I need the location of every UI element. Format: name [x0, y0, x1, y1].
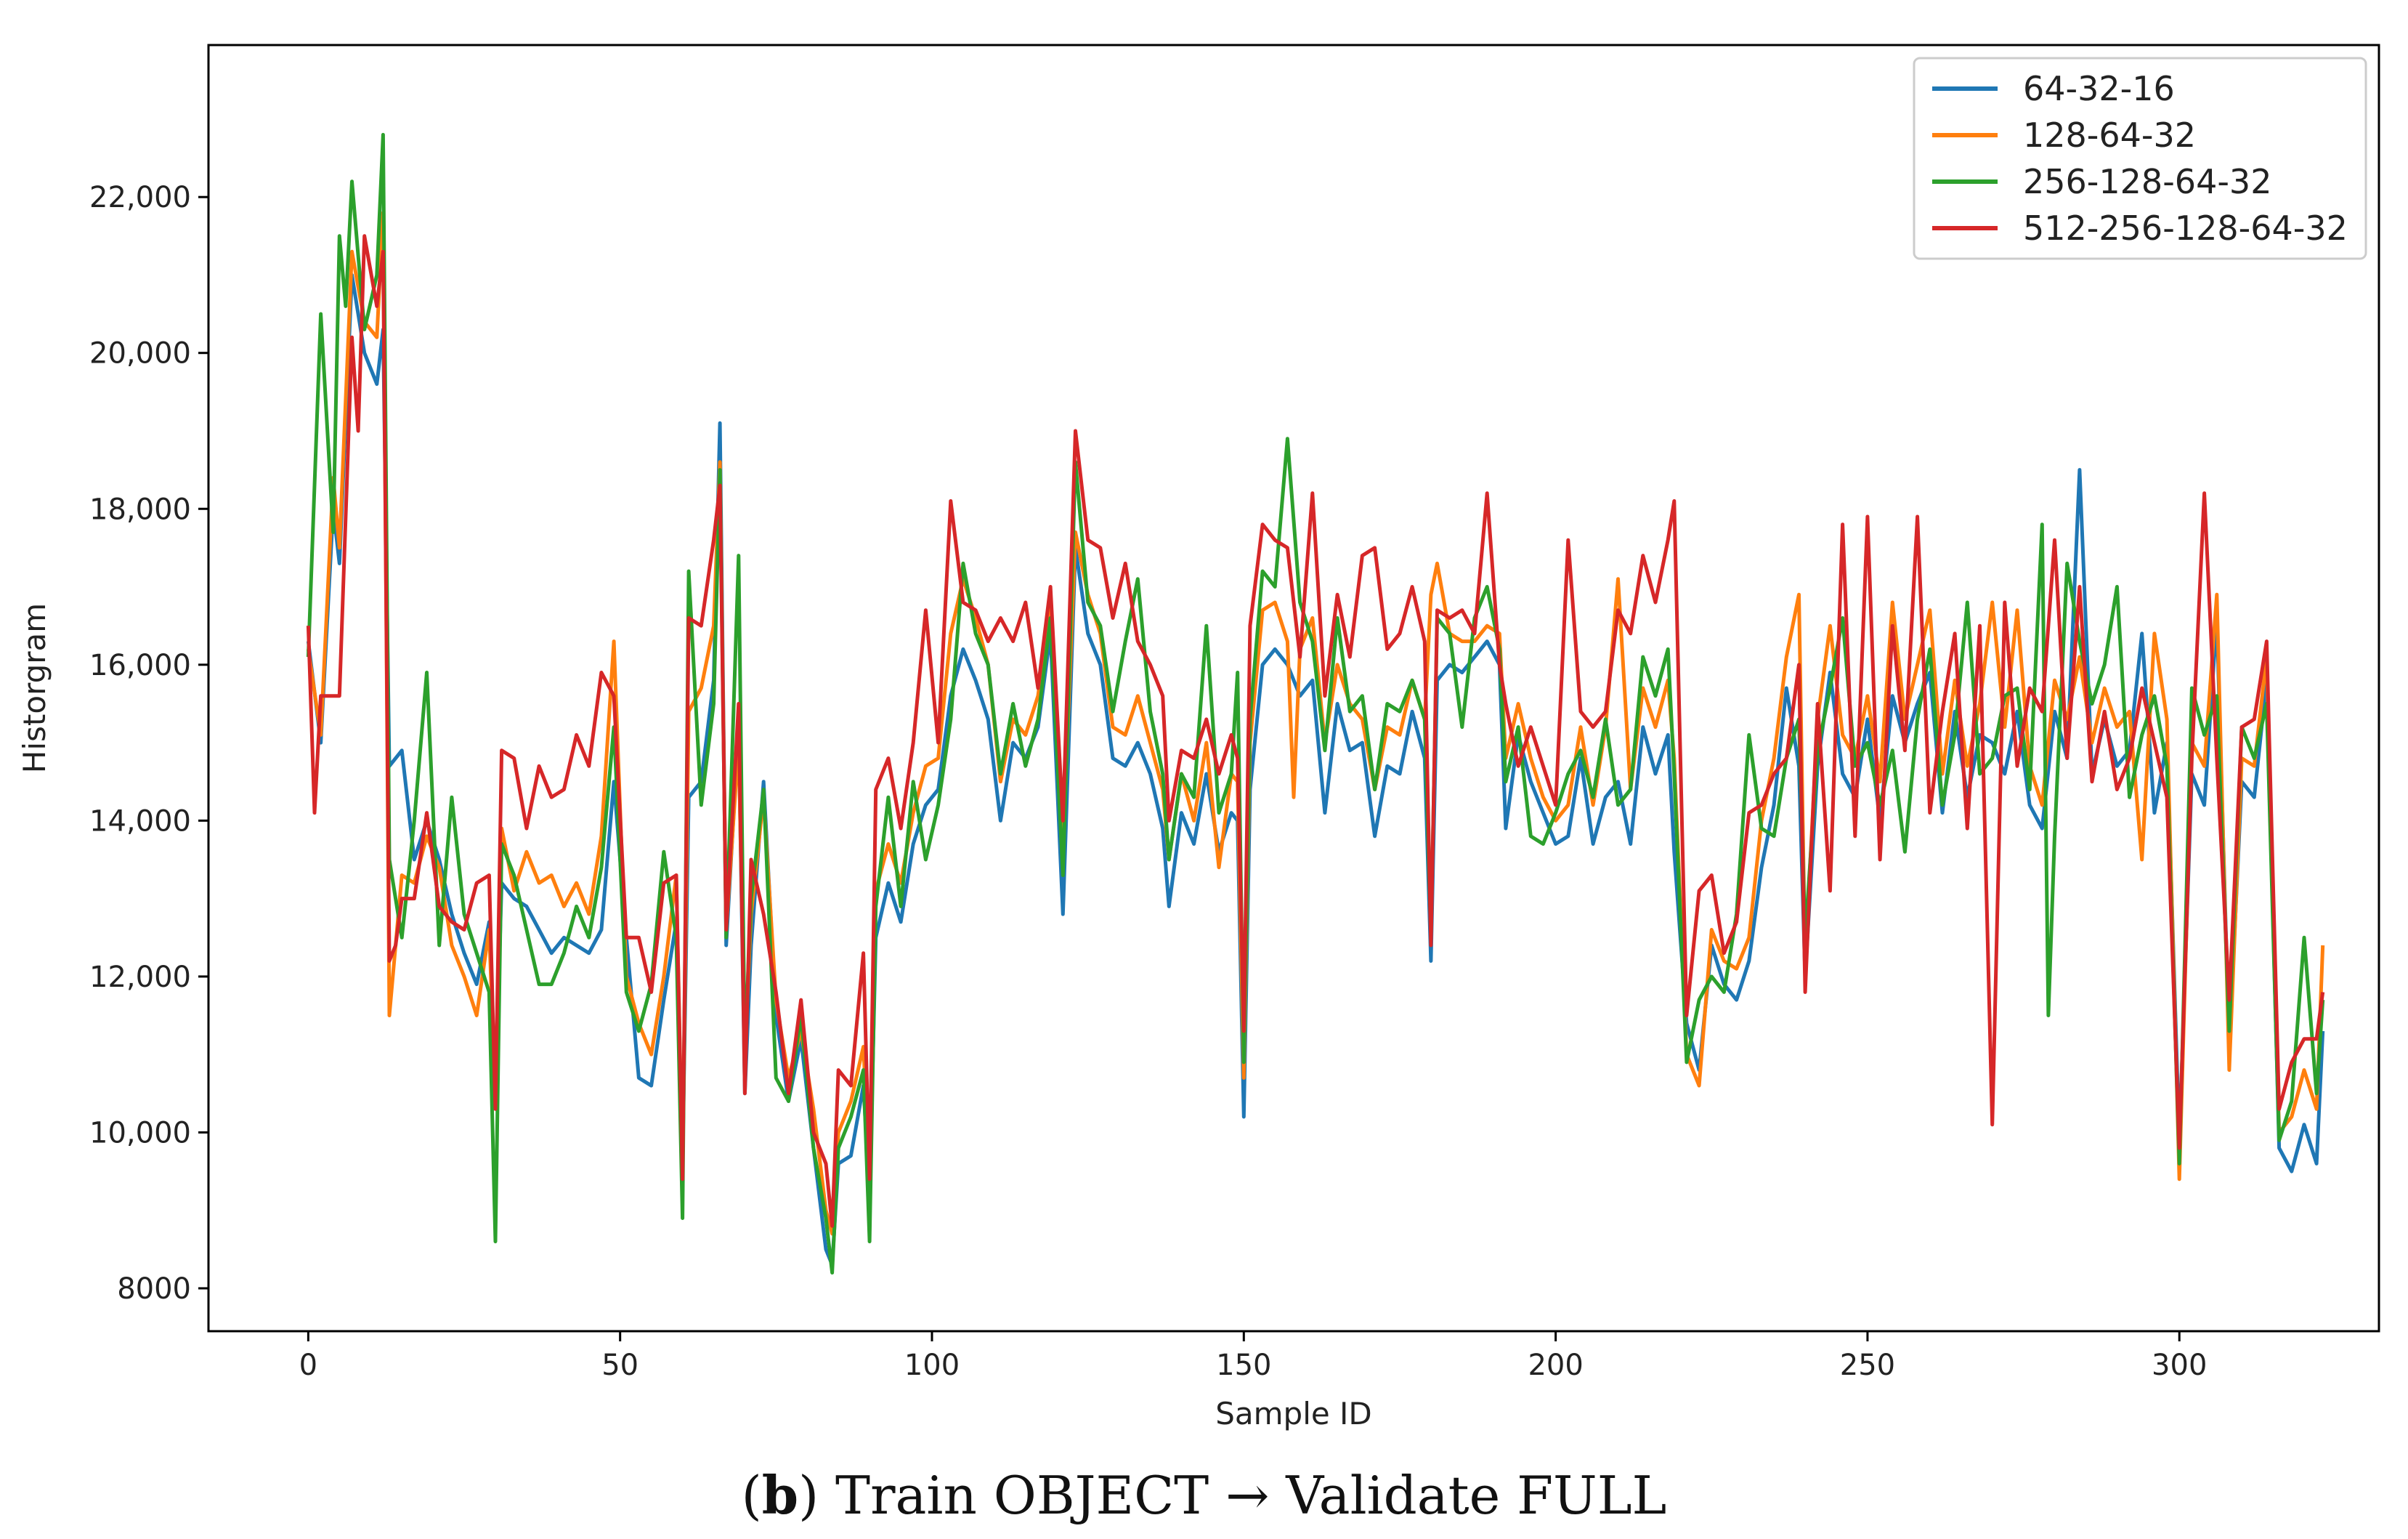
y-tick-label: 10,000 [89, 1116, 191, 1150]
y-tick-label: 14,000 [89, 804, 191, 838]
figure-caption: (b) Train OBJECT → Validate FULL [0, 1464, 2408, 1526]
caption-text: ) Train OBJECT → Validate FULL [798, 1465, 1667, 1526]
x-tick-label: 0 [299, 1349, 317, 1382]
x-axis-label: Sample ID [1215, 1396, 1372, 1431]
x-tick-label: 100 [904, 1349, 960, 1382]
y-tick-label: 20,000 [89, 337, 191, 371]
y-tick-label: 22,000 [89, 181, 191, 214]
y-axis: 8000 10,000 12,000 14,000 16,000 18,000 20,000… [89, 181, 208, 1306]
series-lines [306, 132, 2325, 1275]
x-tick-label: 300 [2152, 1349, 2207, 1382]
x-tick-label: 50 [601, 1349, 639, 1382]
legend-label: 64-32-16 [2023, 69, 2175, 108]
caption-subfigure-letter: b [761, 1464, 799, 1526]
y-tick-label: 18,000 [89, 493, 191, 526]
y-tick-label: 8000 [117, 1272, 191, 1306]
legend-label: 128-64-32 [2023, 116, 2196, 155]
x-tick-label: 250 [1840, 1349, 1895, 1382]
y-tick-label: 16,000 [89, 649, 191, 682]
legend: 64-32-16 128-64-32 256-128-64-32 512-256-12… [1913, 57, 2367, 260]
legend-box [1913, 57, 2367, 260]
x-axis: 0 50 100 150 200 250 300 [299, 1331, 2207, 1382]
line-chart: 0 50 100 150 200 250 300 8000 10,000 12,000 14,00… [17, 44, 2380, 1431]
legend-label: 256-128-64-32 [2023, 162, 2271, 201]
x-tick-label: 200 [1528, 1349, 1583, 1382]
series-line [306, 273, 2325, 1267]
y-axis-label: Historgram [17, 603, 52, 773]
caption-open-paren: ( [741, 1465, 762, 1526]
legend-label: 512-256-128-64-32 [2023, 209, 2348, 248]
x-tick-label: 150 [1216, 1349, 1271, 1382]
y-tick-label: 12,000 [89, 961, 191, 994]
series-line [306, 234, 2325, 1228]
